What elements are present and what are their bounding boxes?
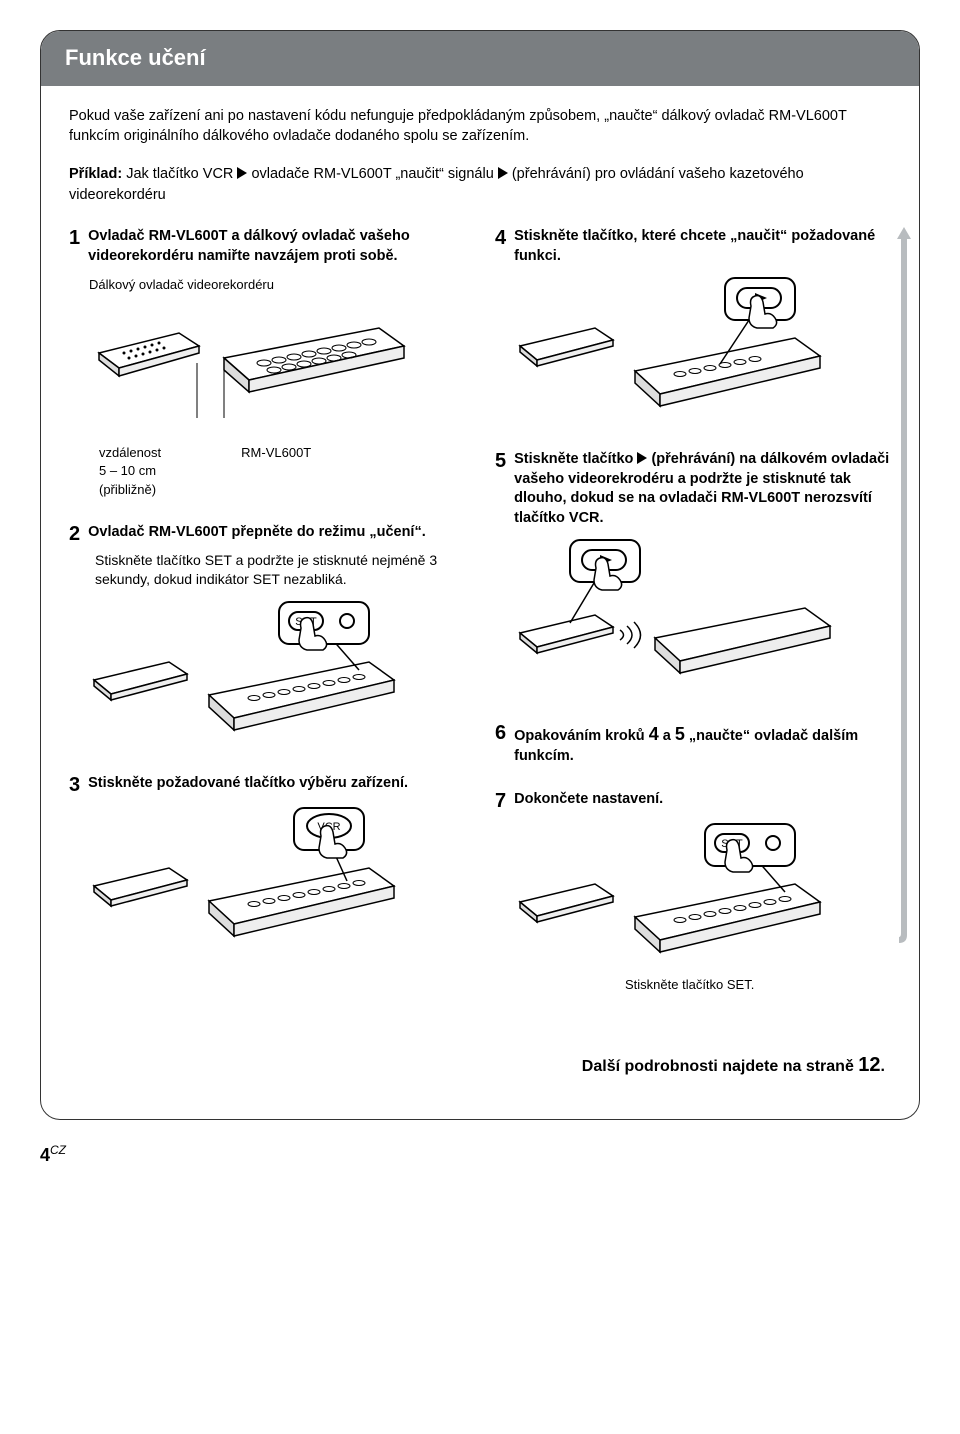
remote-vcr-callout-illustration: VCR xyxy=(89,806,409,956)
fig-distance-label: vzdálenost 5 – 10 cm (přibližně) xyxy=(99,444,161,499)
step-1-figure: Dálkový ovladač videorekordéru xyxy=(89,276,465,499)
left-column: 1 Ovladač RM-VL600T a dálkový ovladač va… xyxy=(69,227,465,1019)
step-3-figure: VCR xyxy=(89,806,465,956)
step-number: 7 xyxy=(495,790,506,812)
step5-text-a: Stiskněte tlačítko xyxy=(514,451,637,467)
step-7-figure: SET Stiskněte tlačítko SET. xyxy=(515,822,891,994)
footer-dot: . xyxy=(881,1058,885,1075)
step-title: Ovladač RM-VL600T přepněte do režimu „uč… xyxy=(88,523,465,543)
loop-arrow-icon xyxy=(897,227,911,947)
step-2: 2 Ovladač RM-VL600T přepněte do režimu „… xyxy=(69,523,465,750)
fig-model-label: RM-VL600T xyxy=(241,444,311,499)
page-number-value: 4 xyxy=(40,1145,50,1165)
step-number: 1 xyxy=(69,227,80,249)
step-title: Stiskněte požadované tlačítko výběru zař… xyxy=(88,774,465,794)
step-4-figure xyxy=(515,276,891,426)
step-title: Stiskněte tlačítko, které chcete „naučit… xyxy=(514,227,891,266)
play-icon xyxy=(637,452,647,464)
step-body: Stiskněte tlačítko SET a podržte je stis… xyxy=(95,551,465,590)
step-6: 6 Opakováním kroků 4 a 5 „naučte“ ovlada… xyxy=(495,722,891,766)
page-frame: Funkce učení Pokud vaše zařízení ani po … xyxy=(40,30,920,1120)
step-number: 4 xyxy=(495,227,506,249)
play-icon xyxy=(498,167,508,179)
step6-and: a xyxy=(659,728,675,744)
remote-with-callout-illustration: SET xyxy=(89,600,409,750)
step-5-figure xyxy=(515,538,891,698)
example-label: Příklad: xyxy=(69,166,122,182)
step6-ref-5: 5 xyxy=(675,724,685,744)
example-text-a: Jak tlačítko VCR xyxy=(122,166,237,182)
page-title: Funkce učení xyxy=(65,45,206,70)
page-number-suffix: CZ xyxy=(50,1143,66,1157)
footer-page-number: 12 xyxy=(858,1054,880,1076)
example-text-b: ovladače RM-VL600T „naučit“ signálu xyxy=(247,166,497,182)
step-7: 7 Dokončete nastavení. xyxy=(495,790,891,994)
step-title: Dokončete nastavení. xyxy=(514,790,891,810)
step-2-figure: SET xyxy=(89,600,465,750)
step-title: Ovladač RM-VL600T a dálkový ovladač vaše… xyxy=(88,227,465,266)
step-3: 3 Stiskněte požadované tlačítko výběru z… xyxy=(69,774,465,956)
remote-set-callout-illustration: SET xyxy=(515,822,835,972)
step-7-caption: Stiskněte tlačítko SET. xyxy=(625,976,891,994)
intro-paragraph: Pokud vaše zařízení ani po nastavení kód… xyxy=(69,106,891,147)
step6-text-a: Opakováním kroků xyxy=(514,728,649,744)
example-paragraph: Příklad: Jak tlačítko VCR ovladače RM-VL… xyxy=(69,164,891,205)
step-number: 2 xyxy=(69,523,80,545)
two-column-layout: 1 Ovladač RM-VL600T a dálkový ovladač va… xyxy=(69,227,891,1019)
step6-ref-4: 4 xyxy=(649,724,659,744)
step-5: 5 Stiskněte tlačítko (přehrávání) na dál… xyxy=(495,450,891,698)
remote-signal-illustration xyxy=(515,538,835,698)
step-title: Stiskněte tlačítko (přehrávání) na dálko… xyxy=(514,450,891,528)
footer-text: Další podrobnosti najdete na straně xyxy=(582,1058,859,1075)
play-icon xyxy=(237,167,247,179)
two-remotes-illustration xyxy=(89,298,409,438)
fig-label-top: Dálkový ovladač videorekordéru xyxy=(89,276,465,294)
header-bar: Funkce učení xyxy=(41,31,919,86)
step-number: 3 xyxy=(69,774,80,796)
content-area: Pokud vaše zařízení ani po nastavení kód… xyxy=(41,86,919,1089)
footer-reference: Další podrobnosti najdete na straně 12. xyxy=(69,1051,891,1079)
remote-play-callout-illustration xyxy=(515,276,835,426)
step-1: 1 Ovladač RM-VL600T a dálkový ovladač va… xyxy=(69,227,465,499)
step-number: 6 xyxy=(495,722,506,744)
step-4: 4 Stiskněte tlačítko, které chcete „nauč… xyxy=(495,227,891,426)
step-number: 5 xyxy=(495,450,506,472)
page-number: 4CZ xyxy=(40,1142,920,1168)
right-column: 4 Stiskněte tlačítko, které chcete „nauč… xyxy=(495,227,891,1019)
step-title: Opakováním kroků 4 a 5 „naučte“ ovladač … xyxy=(514,722,891,766)
